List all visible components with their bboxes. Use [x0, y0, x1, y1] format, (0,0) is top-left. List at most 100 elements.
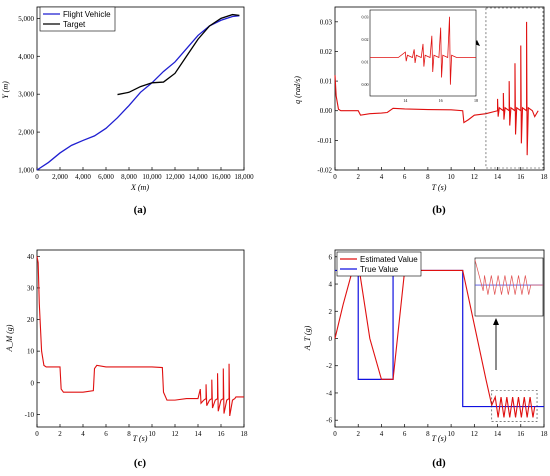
panel-caption: (a) [134, 204, 147, 216]
panel-caption: (b) [432, 204, 446, 216]
zoom-region-box [485, 7, 544, 169]
chart-d: 0 2 4 6 8 10 12 14 16 18 -6 -4 -2 0 2 4 6 Estimated Value… [303, 249, 549, 469]
legend-entry: True Value [360, 265, 399, 274]
plot-frame [334, 6, 545, 171]
x-axis-label: X (m) [130, 183, 149, 192]
y-tick-label: -0.02 [317, 167, 332, 175]
plot-frame [36, 6, 245, 171]
y-tick-label: 2,000 [18, 129, 34, 137]
x-tick-label: 12 [471, 430, 479, 438]
x-tick-label: 16 [517, 430, 525, 438]
x-tick-label: 8,000 [121, 173, 137, 181]
y-axis-label: q (rad/s) [293, 76, 302, 104]
x-tick-label: 2 [58, 430, 62, 438]
x-tick-label: 0 [35, 173, 39, 181]
y-axis-label: A_T (g) [303, 325, 312, 351]
x-tick-label: 12 [172, 430, 180, 438]
inset-x-tick-label: 16 [439, 98, 443, 103]
y-tick-label: 2 [329, 308, 333, 316]
y-tick-label: 30 [27, 284, 35, 292]
legend-entry: Target [63, 20, 86, 29]
chart-b: 0 2 4 6 8 10 12 14 16 18 -0.02 -0.01 0.00 0.01 0.02 0.0… [293, 6, 548, 216]
x-tick-label: 10 [448, 173, 456, 181]
x-tick-label: 10,000 [142, 173, 162, 181]
inset-x-tick-label: 18 [474, 98, 478, 103]
y-tick-label: 1,000 [18, 167, 34, 175]
legend-box [336, 251, 422, 277]
x-tick-label: 6,000 [98, 173, 114, 181]
x-tick-label: 16 [218, 430, 226, 438]
x-tick-label: 4 [380, 430, 384, 438]
y-tick-label: 4,000 [18, 53, 34, 61]
y-axis-label: Y (m) [1, 81, 10, 99]
panel-caption: (c) [134, 457, 147, 469]
inset-y-tick-label: 0.00 [362, 82, 369, 87]
inset-x-tick-label: 14 [403, 98, 407, 103]
x-axis-label: T (s) [432, 183, 447, 192]
x-tick-label: 6 [403, 173, 407, 181]
panel-caption: (d) [432, 457, 446, 469]
zoom-arrow-head [493, 318, 499, 325]
y-tick-label: 40 [27, 253, 35, 261]
inset-estimated-line [474, 259, 543, 295]
y-tick-label: 0.01 [320, 78, 333, 86]
y-tick-label: 0.00 [320, 107, 333, 115]
y-tick-label: 0.03 [320, 18, 333, 26]
y-tick-label: 0 [329, 335, 333, 343]
x-tick-label: 0 [333, 173, 337, 181]
x-tick-label: 2,000 [52, 173, 68, 181]
y-tick-label: -6 [326, 417, 332, 425]
x-tick-label: 4,000 [75, 173, 91, 181]
chart-c: 0 2 4 6 8 10 12 14 16 18 -10 0 10 20 30 40 T (s) A_M (g) (… [5, 249, 249, 469]
legend-entry: Estimated Value [360, 255, 418, 264]
x-tick-label: 6 [403, 430, 407, 438]
x-tick-label: 18,000 [234, 173, 254, 181]
x-tick-label: 2 [356, 173, 360, 181]
y-tick-label: -4 [326, 389, 332, 397]
x-tick-label: 18 [241, 430, 249, 438]
series-line-q [334, 21, 539, 156]
x-tick-label: 12,000 [165, 173, 185, 181]
x-tick-label: 10 [149, 430, 157, 438]
x-tick-label: 14 [195, 430, 203, 438]
series-line-am [36, 256, 244, 417]
legend-box [39, 6, 116, 32]
x-tick-label: 14 [494, 430, 502, 438]
series-line-estimated [334, 269, 536, 418]
zoom-region-box [491, 389, 538, 422]
x-tick-label: 8 [426, 430, 430, 438]
plot-frame [36, 249, 245, 428]
y-tick-label: -10 [25, 411, 35, 419]
series-line-true [335, 269, 544, 408]
inset-series-line [370, 16, 476, 85]
y-tick-label: 0 [31, 379, 35, 387]
x-tick-label: 4 [81, 430, 85, 438]
y-tick-label: 4 [329, 281, 333, 289]
y-tick-label: 0.02 [320, 48, 333, 56]
x-tick-label: 18 [541, 430, 549, 438]
x-tick-label: 16,000 [211, 173, 231, 181]
inset-y-tick-label: 0.01 [362, 60, 369, 65]
chart-a: 0 2,000 4,000 6,000 8,000 10,000 12,000 14,000 1… [1, 6, 254, 216]
y-tick-label: -0.01 [317, 137, 332, 145]
y-tick-label: 3,000 [18, 91, 34, 99]
x-tick-label: 8 [127, 430, 131, 438]
y-tick-label: -2 [326, 362, 332, 370]
x-tick-label: 14,000 [188, 173, 208, 181]
y-tick-label: 10 [27, 348, 35, 356]
inset-frame [474, 257, 544, 317]
x-tick-label: 2 [356, 430, 360, 438]
x-tick-label: 10 [448, 430, 456, 438]
x-axis-label: T (s) [432, 434, 447, 443]
series-line-1 [117, 13, 240, 96]
x-tick-label: 6 [104, 430, 108, 438]
inset-y-tick-label: 0.02 [362, 37, 369, 42]
legend-entry: Flight Vehicle [63, 10, 111, 19]
series-line-0 [36, 15, 240, 171]
y-axis-label: A_M (g) [5, 324, 14, 352]
x-tick-label: 0 [35, 430, 39, 438]
y-tick-label: 5,000 [18, 15, 34, 23]
x-tick-label: 4 [380, 173, 384, 181]
